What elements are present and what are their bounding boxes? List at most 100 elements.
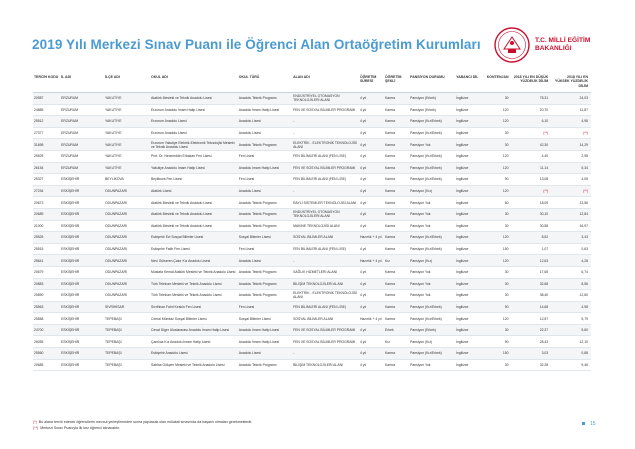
cell-tercih-kodu: 25515 <box>33 243 61 256</box>
cell-ogretim-suresi: 4 yıl <box>358 278 385 291</box>
cell-okul-turu: Anadolu Teknik Programı <box>237 278 293 291</box>
cell-okul-turu: Anadolu İmam Hatip Lisesi <box>237 162 293 175</box>
cell-alan-adi: FEN VE SOSYAL BİLİMLER PROGRAMI <box>292 162 359 175</box>
table-header-row: TERCİH KODU İL ADI İLÇE ADI OKUL ADI OKUL TÜ… <box>33 75 591 93</box>
cell-en-yuksek-yuzdelik: 4,28 <box>551 254 591 267</box>
cell-ogretim-suresi: 4 yıl <box>358 301 385 314</box>
cell-il-adi: ESKİŞEHİR <box>60 324 105 337</box>
cell-ogretim-suresi: 4 yıl <box>358 92 385 105</box>
cell-yabanci-dil: İngilizce <box>455 92 483 105</box>
cell-en-yuksek-yuzdelik: 9,46 <box>551 359 591 372</box>
column-header-okul-turu: OKUL TÜRÜ <box>237 75 293 93</box>
cell-ilce-adi: TEPEBAŞI <box>104 347 150 360</box>
cell-okul-adi: Eskişehir Anadolu Lisesi <box>150 347 238 360</box>
column-header-okul-adi: OKUL ADI <box>150 75 238 93</box>
cell-yabanci-dil: İngilizce <box>455 254 483 267</box>
cell-kontenjan: 120 <box>482 312 512 325</box>
cell-ogretim-sekli: Karma <box>384 127 410 140</box>
cell-en-yuksek-yuzdelik: 5,60 <box>551 324 591 337</box>
cell-en-yuksek-yuzdelik: 14,29 <box>551 138 591 151</box>
cell-en-dusuk-yuzdelik: 13,08 <box>511 173 552 186</box>
cell-tercih-kodu: 25563 <box>33 301 61 314</box>
cell-ogretim-sekli: Karma <box>384 104 410 117</box>
cell-tercih-kodu: 25512 <box>33 115 61 128</box>
cell-okul-turu: Anadolu İmam Hatip Lisesi <box>237 324 293 337</box>
schools-table: TERCİH KODU İL ADI İLÇE ADI OKUL ADI OKUL TÜ… <box>33 75 591 372</box>
cell-ogretim-sekli: Karma <box>384 289 410 302</box>
cell-ogretim-sekli: Kız <box>384 254 410 267</box>
cell-ogretim-suresi: 4 yıl <box>358 115 385 128</box>
table-row: 26154 ERZURUM YAKUTİYE Yakutiye Anadolu İma… <box>33 162 591 175</box>
cell-okul-turu: Anadolu Teknik Programı <box>237 208 293 221</box>
table-row: 20673 ESKİŞEHİR ODUNPAZARI Atatürk Mesleki … <box>33 196 591 209</box>
cell-yabanci-dil: İngilizce <box>455 347 483 360</box>
cell-il-adi: ESKİŞEHİR <box>60 347 105 360</box>
cell-okul-turu: Anadolu Teknik Programı <box>237 196 293 209</box>
cell-ilce-adi: TEPEBAŞI <box>104 312 150 325</box>
cell-tercih-kodu: 20890 <box>33 289 61 302</box>
page-marker-icon <box>582 422 585 425</box>
ministry-name-line2: BAKANLIĞI <box>535 44 572 52</box>
cell-pansiyon-durumu: Pansiyon (Kız) <box>409 254 456 267</box>
cell-en-yuksek-yuzdelik: 5,79 <box>551 312 591 325</box>
cell-ogretim-suresi: 4 yıl <box>358 127 385 140</box>
cell-pansiyon-durumu: Pansiyon Yok <box>409 359 456 372</box>
cell-en-dusuk-yuzdelik: 6,10 <box>511 115 552 128</box>
cell-en-yuksek-yuzdelik: 5,34 <box>551 162 591 175</box>
cell-pansiyon-durumu: Pansiyon (Kız/Erkek) <box>409 301 456 314</box>
cell-okul-turu: Anadolu Lisesi <box>237 115 293 128</box>
cell-okul-adi: Atatürk Mesleki ve Teknik Anadolu Lisesi <box>150 220 238 233</box>
cell-il-adi: ESKİŞEHİR <box>60 289 105 302</box>
cell-okul-adi: Prof. Dr. Necmeddin Erbakan Fen Lisesi <box>150 150 238 163</box>
cell-il-adi: ESKİŞEHİR <box>60 220 105 233</box>
cell-tercih-kodu: 25525 <box>33 150 61 163</box>
cell-en-yuksek-yuzdelik: 12,84 <box>551 208 591 221</box>
cell-en-dusuk-yuzdelik: 12,63 <box>511 254 552 267</box>
cell-ogretim-sekli: Karma <box>384 359 410 372</box>
cell-en-dusuk-yuzdelik: 38,40 <box>511 289 552 302</box>
cell-yabanci-dil: İngilizce <box>455 359 483 372</box>
cell-ogretim-sekli: Karma <box>384 173 410 186</box>
cell-ogretim-sekli: Karma <box>384 196 410 209</box>
table-row: 24700 ESKİŞEHİR TEPEBAŞI Cevat Ülger Ulusla… <box>33 324 591 337</box>
cell-kontenjan: 90 <box>482 335 512 349</box>
cell-okul-turu: Anadolu Teknik Programı <box>237 92 293 105</box>
cell-okul-turu: Anadolu Teknik Programı <box>237 289 293 302</box>
cell-yabanci-dil: İngilizce <box>455 278 483 291</box>
cell-en-dusuk-yuzdelik: 20,70 <box>511 104 552 117</box>
cell-pansiyon-durumu: Pansiyon (Kız/Erkek) <box>409 243 456 256</box>
cell-il-adi: ESKİŞEHİR <box>60 196 105 209</box>
cell-alan-adi: ELEKTRİK - ELEKTRONİK TEKNOLOJİSİ ALANI <box>292 289 359 302</box>
cell-pansiyon-durumu: Pansiyon (Kız/Erkek) <box>409 231 456 244</box>
cell-kontenjan: 30 <box>482 138 512 151</box>
cell-il-adi: ERZURUM <box>60 104 105 117</box>
cell-en-yuksek-yuzdelik: (**) <box>551 127 591 140</box>
cell-okul-adi: Beylikova Fen Lisesi <box>150 173 238 186</box>
table-row: 25558 ESKİŞEHİR TEPEBAŞI Cemal Mümtaz Sosya… <box>33 312 591 325</box>
cell-en-dusuk-yuzdelik: 18,09 <box>511 196 552 209</box>
cell-yabanci-dil: İngilizce <box>455 162 483 175</box>
ministry-name-line1: T.C. MİLLİ EĞİTİM <box>535 37 591 44</box>
cell-tercih-kodu: 31698 <box>33 138 61 151</box>
cell-yabanci-dil: İngilizce <box>455 220 483 233</box>
cell-ogretim-sekli: Erkek <box>384 324 410 337</box>
cell-ilce-adi: ODUNPAZARI <box>104 266 150 279</box>
cell-ogretim-suresi: Hazırlık + 4 yıl <box>358 231 385 244</box>
cell-tercih-kodu: 27234 <box>33 185 61 198</box>
cell-okul-adi: Çamlıca Kız Anadolu İmam Hatip Lisesi <box>150 335 238 349</box>
cell-okul-adi: Erzurum Anadolu Lisesi <box>150 115 238 128</box>
table-row: 25512 ERZURUM YAKUTİYE Erzurum Anadolu Lise… <box>33 115 591 128</box>
cell-il-adi: ESKİŞEHİR <box>60 173 105 186</box>
table-row: 25525 ERZURUM YAKUTİYE Prof. Dr. Necmeddin … <box>33 150 591 163</box>
column-header-en-dusuk-yuzdelik: 2018 YILI EN DÜŞÜK YÜZDELİK DİLİM <box>511 75 552 93</box>
cell-ilce-adi: TEPEBAŞI <box>104 359 150 372</box>
cell-pansiyon-durumu: Pansiyon Yok <box>409 278 456 291</box>
column-header-en-yuksek-yuzdelik: 2018 YILI EN YÜKSEK YÜZDELİK DİLİM <box>551 75 591 93</box>
cell-alan-adi: - <box>292 185 359 198</box>
cell-okul-adi: Atatürk Mesleki ve Teknik Anadolu Lisesi <box>150 196 238 209</box>
footnote-2: (**) Merkezi Sınav Puanıyla ilk kez öğren… <box>33 425 252 431</box>
page-number: 15 <box>590 421 596 427</box>
cell-ilce-adi: YAKUTİYE <box>104 104 150 117</box>
table-row: 25525 ESKİŞEHİR ODUNPAZARI Eskişehir Ezi So… <box>33 231 591 244</box>
cell-alan-adi: - <box>292 347 359 360</box>
